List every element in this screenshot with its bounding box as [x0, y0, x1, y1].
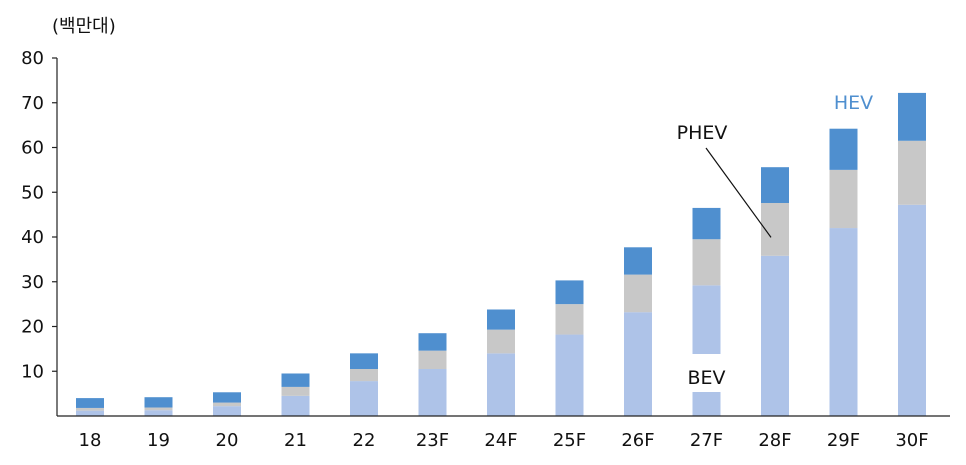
y-tick-label: 10: [21, 361, 44, 382]
y-tick-label: 50: [21, 182, 44, 203]
y-axis: 10 20 30 40 50 60 70 80: [21, 48, 58, 416]
y-tick-label: 30: [21, 272, 44, 293]
series-label-hev: HEV: [834, 92, 873, 114]
y-tick-label: 80: [21, 48, 44, 69]
unit-label: (백만대): [52, 16, 116, 37]
x-tick-label: 27F: [690, 430, 723, 451]
bar-segment-bev: [692, 285, 721, 416]
bar-segment-bev: [144, 410, 173, 416]
y-tick-label: 70: [21, 93, 44, 114]
bar-segment-phev: [829, 169, 858, 229]
bar-segment-bev: [624, 312, 652, 416]
bar-segment-phev: [418, 350, 447, 370]
x-tick-label: 23F: [416, 430, 449, 451]
bar-segment-phev: [555, 304, 584, 335]
bar-segment-hev: [281, 373, 310, 387]
bev-label-background: [691, 354, 722, 392]
bar-segment-hev: [692, 207, 721, 240]
x-tick-label: 25F: [553, 430, 586, 451]
x-tick-label: 20: [216, 430, 239, 451]
y-tick-label: 40: [21, 227, 44, 248]
bar-segment-phev: [76, 407, 104, 411]
bar-segment-hev: [487, 309, 515, 330]
bar-segment-bev: [281, 395, 310, 416]
bar-segment-hev: [624, 247, 652, 275]
bar-segment-hev: [213, 392, 241, 403]
bar-segment-hev: [761, 167, 789, 203]
bar-segment-phev: [898, 140, 926, 205]
bar-segment-bev: [76, 410, 104, 416]
bar-segment-bev: [761, 255, 789, 416]
bars: [76, 92, 926, 416]
x-tick-label: 22: [353, 430, 376, 451]
x-tick-label: 30F: [895, 430, 928, 451]
x-tick-label: 28F: [758, 430, 791, 451]
bar-segment-phev: [213, 402, 241, 407]
phev-leader-line: [705, 147, 772, 238]
bar-segment-bev: [555, 334, 584, 416]
x-tick-label: 26F: [621, 430, 654, 451]
series-label-bev: BEV: [687, 367, 725, 389]
y-tick-label: 20: [21, 317, 44, 338]
x-tick-label: 19: [147, 430, 170, 451]
series-label-phev: PHEV: [677, 122, 728, 144]
bar-segment-hev: [829, 128, 858, 170]
bar-segment-phev: [350, 369, 378, 382]
bar-segment-bev: [213, 406, 241, 416]
bar-segment-hev: [555, 280, 584, 305]
bar-segment-phev: [281, 386, 310, 396]
x-tick-label: 21: [284, 430, 307, 451]
bar-segment-hev: [898, 92, 926, 141]
bar-segment-hev: [350, 353, 378, 370]
bar-segment-bev: [418, 369, 447, 416]
bar-segment-hev: [144, 397, 173, 408]
bar-segment-phev: [692, 239, 721, 286]
x-axis: 18 19 20 21 22 23F 24F 25F 26F 27F 28F 29F 30F: [57, 415, 950, 451]
y-tick-label: 60: [21, 138, 44, 159]
bar-segment-bev: [829, 228, 858, 416]
bar-segment-phev: [144, 407, 173, 411]
bar-segment-phev: [624, 274, 652, 313]
bar-segment-bev: [487, 353, 515, 416]
bar-segment-phev: [487, 329, 515, 354]
bar-segment-bev: [350, 381, 378, 416]
bar-segment-hev: [418, 333, 447, 351]
x-tick-label: 18: [79, 430, 102, 451]
x-tick-label: 24F: [484, 430, 517, 451]
x-tick-label: 29F: [827, 430, 860, 451]
bar-segment-bev: [898, 204, 926, 416]
series-labels: BEV PHEV HEV: [677, 92, 873, 392]
bar-segment-hev: [76, 398, 104, 408]
